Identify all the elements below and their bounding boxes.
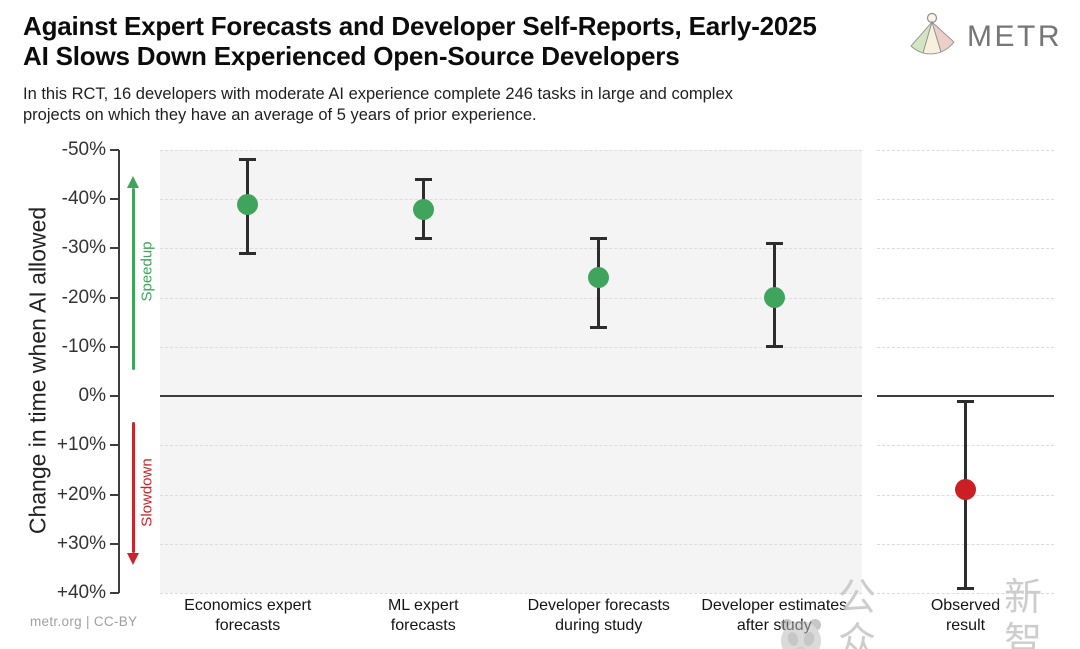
gridline xyxy=(877,297,1054,299)
y-tick-label: -20% xyxy=(61,286,106,308)
y-tick-mark xyxy=(110,247,119,250)
error-bar-cap-top xyxy=(414,178,432,182)
gridline xyxy=(160,494,862,496)
x-axis-label: Developer forecasts during study xyxy=(527,597,670,634)
gridline xyxy=(160,199,862,201)
error-bar-cap-bottom xyxy=(414,237,432,241)
y-tick-mark xyxy=(110,345,119,348)
gridline xyxy=(877,248,1054,250)
y-tick-mark xyxy=(110,493,119,496)
gridline xyxy=(160,150,862,151)
gridline xyxy=(160,445,862,447)
data-point xyxy=(763,287,785,309)
zero-line xyxy=(877,395,1054,398)
data-point xyxy=(237,193,259,215)
y-tick-mark xyxy=(110,149,119,151)
metr-logo: METR xyxy=(907,12,1062,61)
y-tick-label: +10% xyxy=(56,434,106,456)
slowdown-label: Slowdown xyxy=(138,458,156,527)
error-bar-cap-bottom xyxy=(765,345,783,349)
chart-subtitle: In this RCT, 16 developers with moderate… xyxy=(23,85,733,124)
footer-credit: metr.org | CC-BY xyxy=(30,614,138,629)
error-bar-cap-top xyxy=(765,242,783,246)
gridline xyxy=(160,346,862,348)
error-bar-cap-bottom xyxy=(239,251,257,255)
watermark-panda-icon xyxy=(778,617,824,649)
speedup-label: Speedup xyxy=(138,241,156,302)
slowdown-arrow-line xyxy=(132,422,135,553)
gridline xyxy=(877,150,1054,151)
y-axis-line xyxy=(118,150,120,593)
gridline xyxy=(160,593,862,594)
metr-logo-text: METR xyxy=(967,19,1062,53)
y-tick-mark xyxy=(110,444,119,447)
error-bar-cap-top xyxy=(590,237,608,241)
error-bar-cap-bottom xyxy=(957,586,974,590)
metr-fan-icon xyxy=(907,12,957,61)
data-point xyxy=(412,198,434,220)
y-tick-mark xyxy=(110,395,119,398)
x-axis-label: Economics expert forecasts xyxy=(184,597,312,634)
x-axis-label: Developer estimates after study xyxy=(701,597,848,634)
y-tick-label: -50% xyxy=(61,139,106,160)
data-point xyxy=(955,479,976,501)
watermark-text-1: 公众号 xyxy=(838,577,878,649)
y-axis-title: Change in time when AI allowed xyxy=(24,206,51,535)
error-bar-cap-top xyxy=(239,158,257,162)
x-axis-label: ML expert forecasts xyxy=(387,597,459,634)
forecast-panel xyxy=(160,150,862,593)
y-tick-label: -10% xyxy=(61,335,106,357)
y-tick-mark xyxy=(110,198,119,201)
chart-title: Against Expert Forecasts and Developer S… xyxy=(23,11,817,71)
zero-line xyxy=(160,395,862,398)
speedup-arrow-head-icon xyxy=(127,176,139,188)
y-tick-label: -40% xyxy=(61,188,106,210)
y-tick-label: +40% xyxy=(56,582,106,603)
error-bar-cap-bottom xyxy=(590,325,608,329)
y-tick-mark xyxy=(110,592,119,594)
gridline xyxy=(877,593,1054,594)
speedup-arrow-line xyxy=(132,188,135,370)
error-bar-cap-top xyxy=(957,399,974,403)
watermark-text-2: 新智元 xyxy=(1004,577,1044,649)
watermark: 公众号 新智元 xyxy=(778,576,1080,649)
gridline xyxy=(877,199,1054,201)
y-tick-label: -30% xyxy=(61,237,106,259)
gridline xyxy=(877,346,1054,348)
gridline xyxy=(160,297,862,299)
data-point xyxy=(588,267,610,289)
gridline xyxy=(160,248,862,250)
x-axis-label: Observed result xyxy=(930,597,1001,634)
gridline xyxy=(160,543,862,545)
y-tick-mark xyxy=(110,542,119,545)
y-tick-label: 0% xyxy=(78,385,106,407)
slowdown-arrow-head-icon xyxy=(127,553,139,565)
y-tick-label: +30% xyxy=(56,532,106,554)
y-tick-label: +20% xyxy=(56,483,106,505)
y-tick-mark xyxy=(110,296,119,299)
